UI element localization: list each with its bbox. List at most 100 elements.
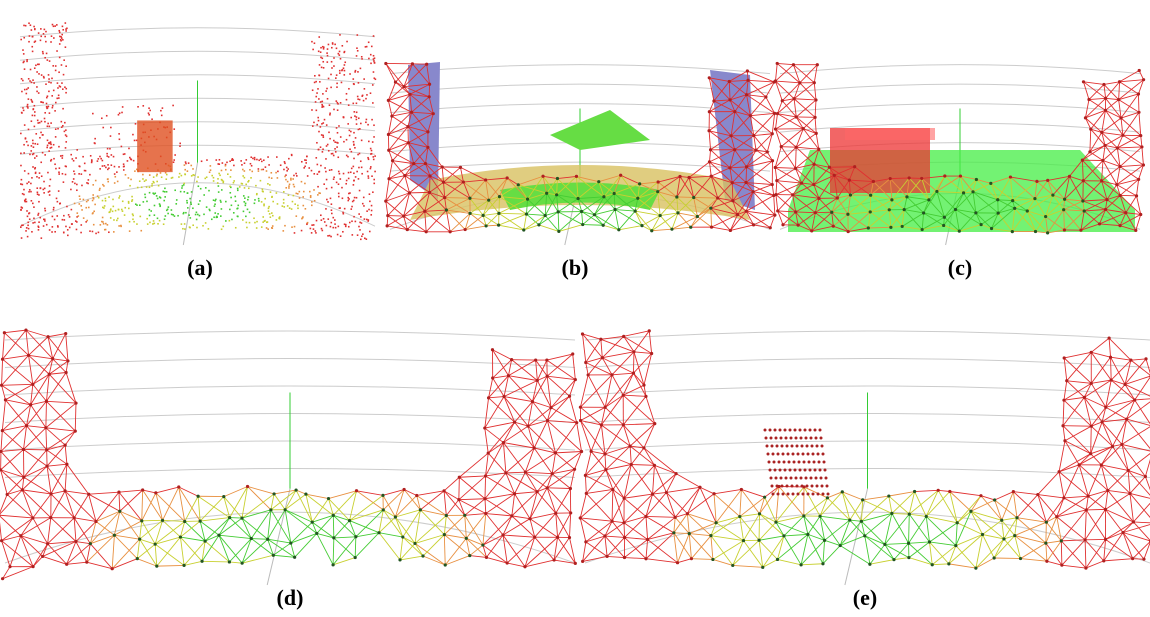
point [369,193,371,195]
mesh-node [632,350,635,353]
mesh-node [794,429,797,432]
point [276,156,278,158]
mesh-node [491,348,494,351]
mesh-node [465,537,468,540]
point [320,57,322,59]
mesh-node [745,165,748,168]
mesh-edge [765,486,779,497]
point [60,86,62,88]
mesh-node [797,493,800,496]
mesh-node [179,535,182,538]
point [107,224,109,226]
point [340,102,342,104]
point [331,169,333,171]
point [27,224,29,226]
mesh-edge [909,542,930,558]
mesh-node [764,95,767,98]
mesh-edge [1063,400,1064,426]
point [112,211,114,213]
mesh-edge [224,486,248,496]
mesh-node [676,211,679,214]
point [251,171,253,173]
point [188,162,190,164]
point [95,233,97,235]
point [192,168,194,170]
mesh-edge [1106,400,1135,407]
point [335,100,337,102]
point [321,219,323,221]
point [241,164,243,166]
mesh-edge [485,428,488,453]
mesh-node [155,565,158,568]
point [31,120,33,122]
point [345,183,347,185]
point [373,55,375,57]
point [92,113,94,115]
axis-line [267,489,290,585]
point [350,131,352,133]
mesh-edge [465,515,483,545]
mesh-node [533,536,536,539]
point [44,36,46,38]
mesh-edge [741,489,764,497]
point [315,81,317,83]
point [98,197,100,199]
mesh-node [821,485,824,488]
point [92,197,94,199]
mesh-node [1046,231,1049,234]
point [58,71,60,73]
point [336,74,338,76]
point [331,61,333,63]
point [105,200,107,202]
point [368,141,370,143]
point [146,186,148,188]
point [42,152,44,154]
point [157,198,159,200]
mesh-node [800,182,803,185]
mesh-edge [689,534,691,559]
point [219,159,221,161]
mesh-edge [781,147,796,148]
mesh-node [504,471,507,474]
point [20,165,22,167]
point [364,237,366,239]
mesh-edge [644,424,655,448]
point [319,75,321,77]
mesh-edge [775,114,777,129]
point [363,100,365,102]
point [61,126,63,128]
mesh-edge [33,556,43,566]
point [23,25,25,27]
mesh-edge [1015,522,1047,535]
mesh-node [638,182,641,185]
mesh-node [602,224,605,227]
point [57,87,59,89]
point [353,216,355,218]
mesh-edge [1061,541,1086,568]
point [44,112,46,114]
point [343,52,345,54]
point [351,151,353,153]
point [326,88,328,90]
mesh-node [597,180,600,183]
mesh-node [817,493,820,496]
point [34,157,36,159]
mesh-node [736,213,739,216]
mesh-edge [1101,465,1128,470]
mesh-node [648,329,651,332]
point [311,201,313,203]
point [333,140,335,142]
point [67,235,69,237]
mesh-node [182,564,185,567]
mesh-edge [994,558,1020,559]
point [329,114,331,116]
point [355,176,357,178]
mesh-node [846,213,849,216]
mesh-node [502,395,505,398]
point [327,48,329,50]
point [288,194,290,196]
mesh-node [1081,199,1084,202]
mesh-edge [2,384,33,385]
point [140,230,142,232]
point [58,94,60,96]
